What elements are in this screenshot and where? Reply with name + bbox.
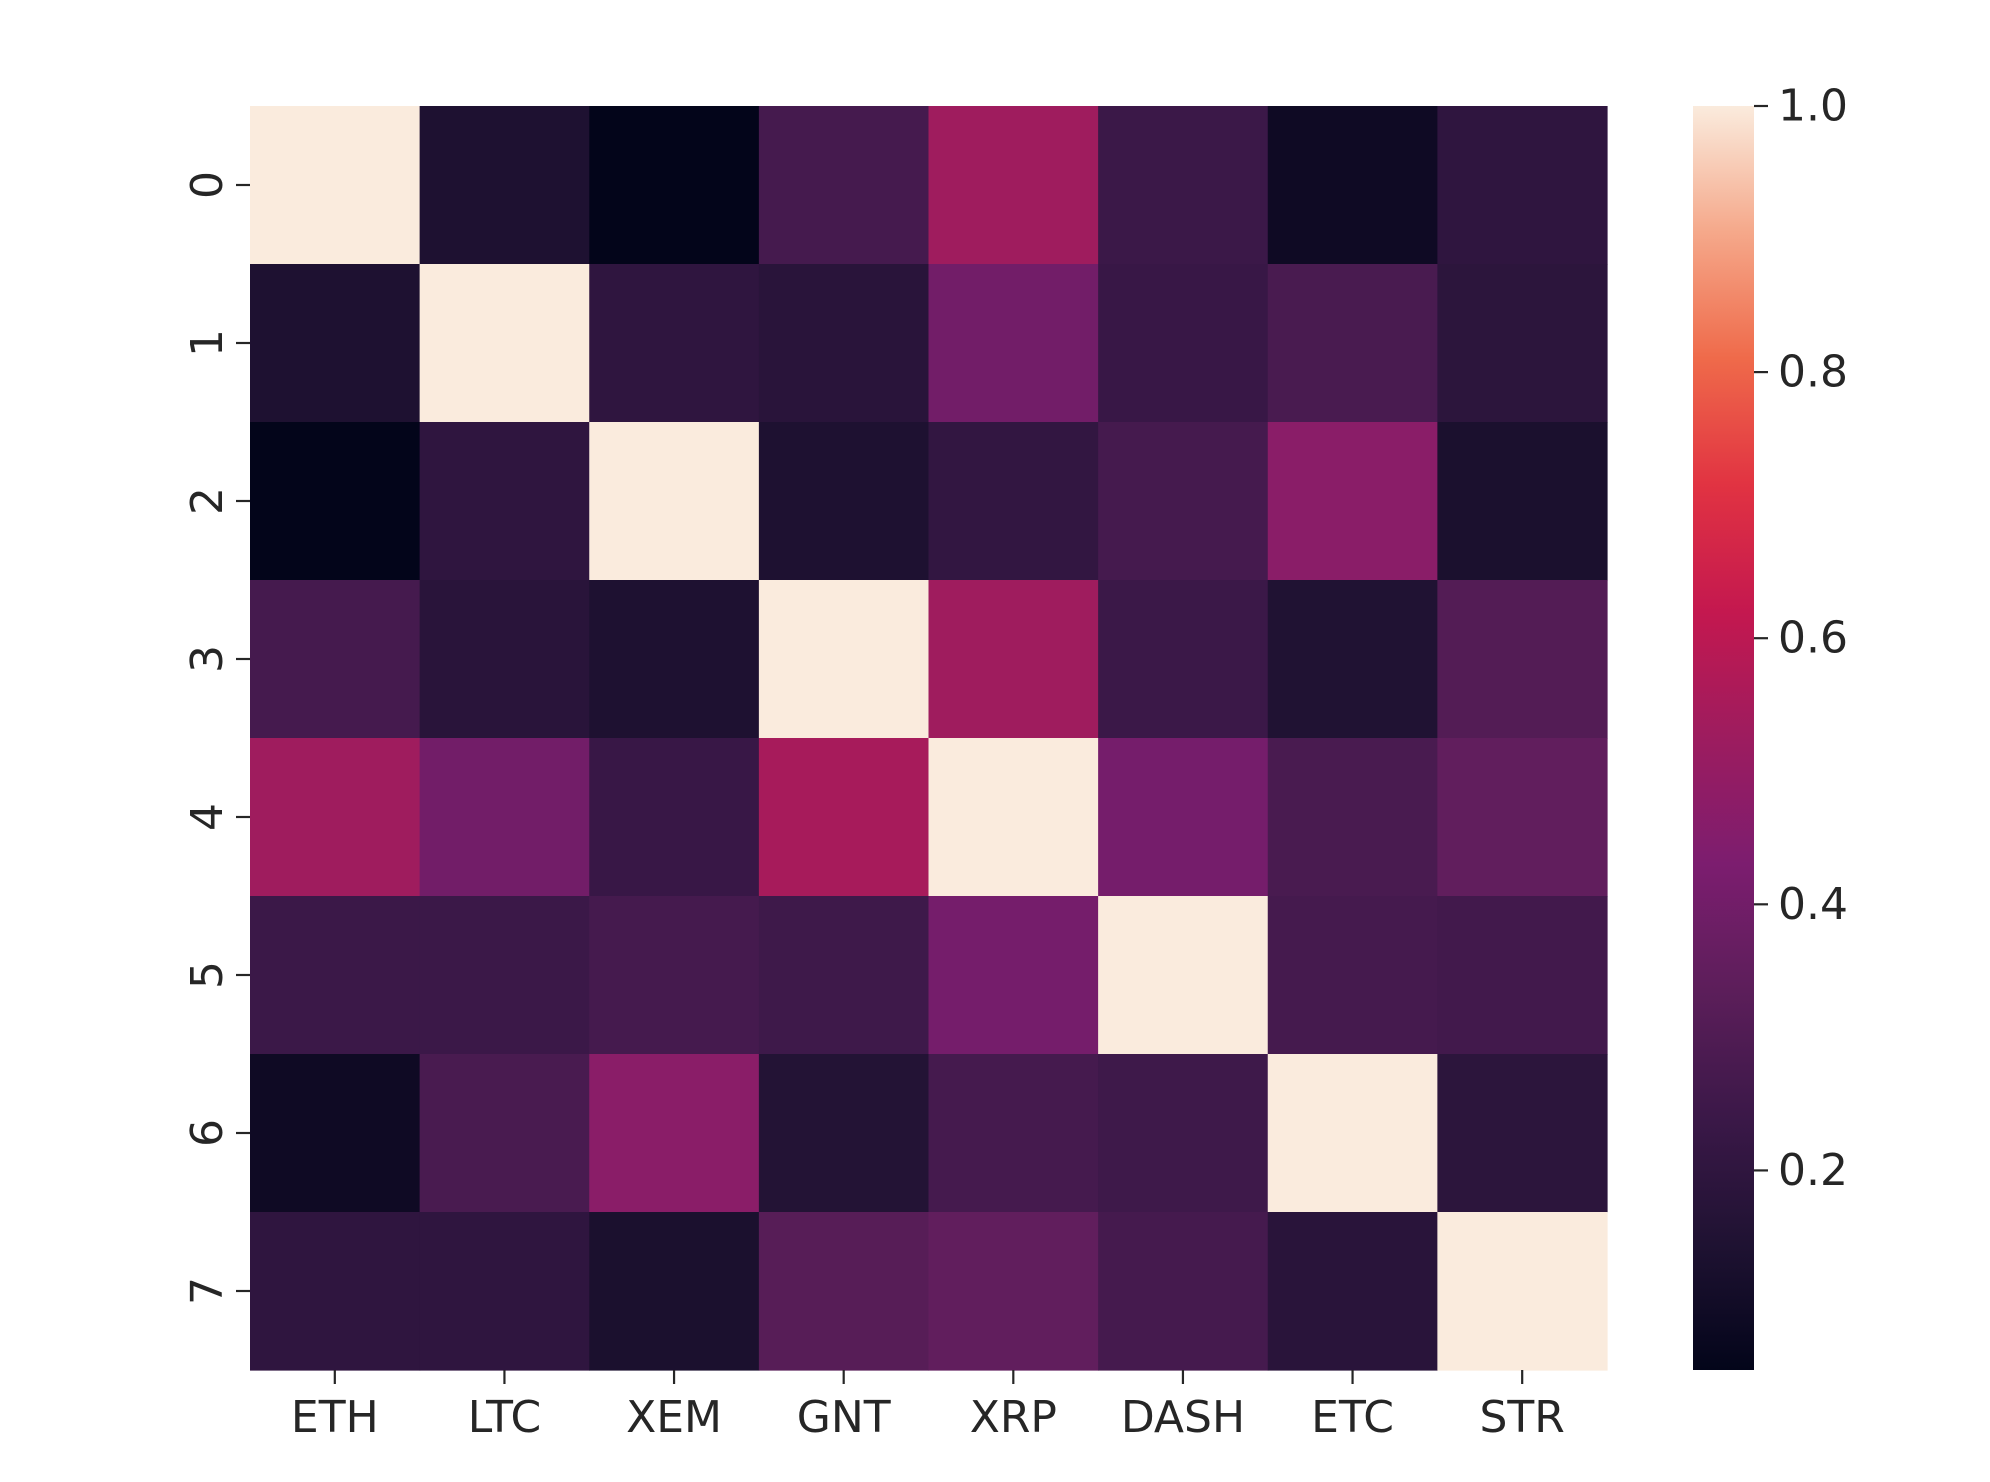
heatmap-cell-4-XEM — [589, 738, 760, 897]
heatmap-cell-6-ETH — [250, 1054, 421, 1213]
heatmap-cell-5-ETH — [250, 896, 421, 1055]
heatmap-cell-6-XRP — [928, 1054, 1099, 1213]
heatmap-cell-5-STR — [1437, 896, 1608, 1055]
heatmap-cell-7-ETC — [1267, 1212, 1438, 1371]
heatmap-cell-1-LTC — [419, 264, 590, 423]
heatmap-cell-1-ETH — [250, 264, 421, 423]
heatmap-cell-0-STR — [1437, 106, 1608, 265]
heatmap-cell-4-ETC — [1267, 738, 1438, 897]
heatmap-cell-4-XRP — [928, 738, 1099, 897]
x-tick-label: GNT — [797, 1392, 891, 1443]
colorbar-tick-label: 0.8 — [1778, 347, 1848, 398]
heatmap-cell-0-LTC — [419, 106, 590, 265]
heatmap-cell-1-XEM — [589, 264, 760, 423]
heatmap-cell-2-LTC — [419, 422, 590, 581]
y-axis: 0 1 2 3 4 5 6 7 — [182, 171, 250, 1305]
y-tick-label: 2 — [182, 487, 233, 515]
heatmap-cell-2-ETH — [250, 422, 421, 581]
heatmap-cell-3-XEM — [589, 580, 760, 739]
x-tick-label: LTC — [468, 1392, 541, 1443]
heatmap-cell-6-GNT — [758, 1054, 930, 1213]
heatmap-cell-2-DASH — [1098, 422, 1269, 581]
heatmap-cell-2-XRP — [928, 422, 1099, 581]
heatmap-cell-7-XEM — [589, 1212, 760, 1371]
heatmap-cell-5-XEM — [589, 896, 760, 1055]
heatmap-cell-3-XRP — [928, 580, 1099, 739]
x-tick-label: STR — [1479, 1392, 1564, 1443]
colorbar-tick-label: 0.4 — [1778, 879, 1848, 930]
y-tick-label: 7 — [182, 1277, 233, 1305]
heatmap-cell-5-XRP — [928, 896, 1099, 1055]
heatmap-cell-7-ETH — [250, 1212, 421, 1371]
heatmap-cell-5-ETC — [1267, 896, 1438, 1055]
heatmap-cell-3-LTC — [419, 580, 590, 739]
heatmap-cell-7-XRP — [928, 1212, 1099, 1371]
heatmap-cell-3-ETH — [250, 580, 421, 739]
heatmap-cell-4-GNT — [758, 738, 930, 897]
heatmap-cell-0-DASH — [1098, 106, 1269, 265]
heatmap-cell-5-DASH — [1098, 896, 1269, 1055]
heatmap-cell-3-ETC — [1267, 580, 1438, 739]
heatmap-cell-6-ETC — [1267, 1054, 1438, 1213]
heatmap-cell-0-XEM — [589, 106, 760, 265]
heatmap-cell-1-DASH — [1098, 264, 1269, 423]
heatmap-cell-1-GNT — [758, 264, 930, 423]
heatmap-cell-3-DASH — [1098, 580, 1269, 739]
y-tick-label: 0 — [182, 171, 233, 199]
heatmap-cell-4-ETH — [250, 738, 421, 897]
x-axis: ETH LTC XEM GNT XRP DASH ETC STR — [291, 1370, 1565, 1443]
y-tick-label: 6 — [182, 1119, 233, 1147]
heatmap-cell-1-STR — [1437, 264, 1608, 423]
colorbar-tick-label: 1.0 — [1778, 81, 1848, 132]
colorbar-tick-label: 0.6 — [1778, 613, 1848, 664]
colorbar-gradient — [1693, 106, 1754, 1370]
colorbar: 0.2 0.4 0.6 0.8 1.0 — [1693, 81, 1848, 1370]
heatmap-cell-2-GNT — [758, 422, 930, 581]
heatmap-cell-7-STR — [1437, 1212, 1608, 1371]
heatmap-cell-2-ETC — [1267, 422, 1438, 581]
y-tick-label: 5 — [182, 961, 233, 989]
heatmap-cell-0-ETH — [250, 106, 421, 265]
heatmap-cell-1-XRP — [928, 264, 1099, 423]
heatmap-cell-0-GNT — [758, 106, 930, 265]
heatmap-cell-0-XRP — [928, 106, 1099, 265]
heatmap-cell-2-XEM — [589, 422, 760, 581]
heatmap-cell-3-STR — [1437, 580, 1608, 739]
x-tick-label: XRP — [970, 1392, 1057, 1443]
heatmap-cell-1-ETC — [1267, 264, 1438, 423]
heatmap-cell-5-GNT — [758, 896, 930, 1055]
heatmap-cell-6-LTC — [419, 1054, 590, 1213]
y-tick-label: 3 — [182, 645, 233, 673]
heatmap-cell-6-DASH — [1098, 1054, 1269, 1213]
heatmap-cell-6-STR — [1437, 1054, 1608, 1213]
heatmap-cell-5-LTC — [419, 896, 590, 1055]
y-tick-label: 1 — [182, 329, 233, 357]
heatmap-cell-4-LTC — [419, 738, 590, 897]
heatmap-cell-6-XEM — [589, 1054, 760, 1213]
heatmap-cell-2-STR — [1437, 422, 1608, 581]
y-tick-label: 4 — [182, 803, 233, 831]
heatmap-cell-0-ETC — [1267, 106, 1438, 265]
colorbar-tick-label: 0.2 — [1778, 1145, 1848, 1196]
x-tick-label: XEM — [626, 1392, 722, 1443]
heatmap-cells — [250, 106, 1608, 1371]
heatmap-cell-7-GNT — [758, 1212, 930, 1371]
x-tick-label: ETH — [291, 1392, 379, 1443]
heatmap-cell-4-DASH — [1098, 738, 1269, 897]
heatmap-cell-7-LTC — [419, 1212, 590, 1371]
x-tick-label: DASH — [1121, 1392, 1245, 1443]
heatmap-cell-3-GNT — [758, 580, 930, 739]
heatmap-cell-7-DASH — [1098, 1212, 1269, 1371]
heatmap-cell-4-STR — [1437, 738, 1608, 897]
x-tick-label: ETC — [1311, 1392, 1394, 1443]
